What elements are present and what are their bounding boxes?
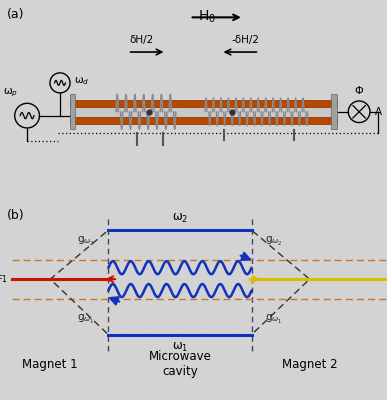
Text: ω$_1$: ω$_1$ (172, 341, 188, 354)
Text: Magnet 2: Magnet 2 (282, 358, 337, 370)
Text: g$_{\omega_2}$: g$_{\omega_2}$ (265, 235, 283, 248)
Text: A: A (375, 107, 382, 117)
Text: Φ: Φ (355, 86, 363, 96)
Text: ω$_2$: ω$_2$ (172, 212, 188, 225)
Bar (70, 117, 337, 124)
Bar (331, 94, 337, 129)
Bar (70, 100, 337, 107)
Text: δH/2: δH/2 (129, 36, 153, 46)
Text: ω$_{F1}$: ω$_{F1}$ (0, 273, 8, 285)
Text: g$_{\omega_1}$: g$_{\omega_1}$ (77, 314, 95, 326)
Text: ω$_p$: ω$_p$ (3, 87, 18, 100)
Bar (70, 94, 75, 129)
Text: Microwave
cavity: Microwave cavity (149, 350, 211, 378)
Text: Magnet 1: Magnet 1 (22, 358, 78, 370)
Text: H$_0$: H$_0$ (198, 8, 216, 25)
Text: g$_{\omega_2}$: g$_{\omega_2}$ (77, 235, 95, 248)
Text: -δH/2: -δH/2 (232, 36, 260, 46)
Bar (75, 104, 331, 120)
Text: g$_{\omega_1}$: g$_{\omega_1}$ (265, 314, 283, 326)
Text: (b): (b) (7, 209, 25, 222)
Text: (a): (a) (7, 8, 24, 21)
Text: ω$_d$: ω$_d$ (74, 75, 89, 87)
